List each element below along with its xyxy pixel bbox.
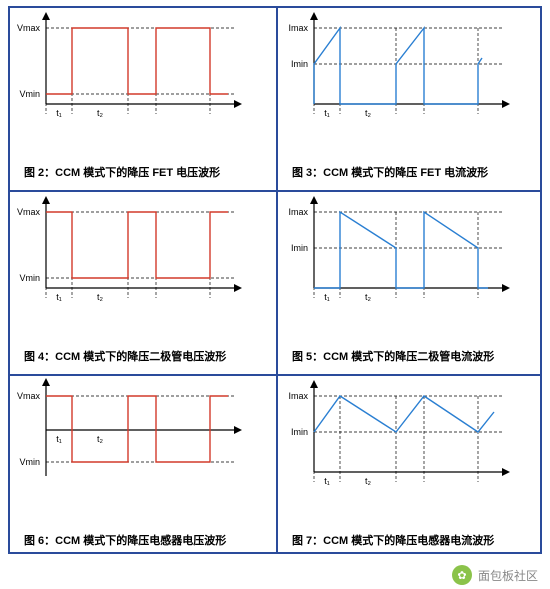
- y-label: Vmax: [17, 391, 41, 401]
- fig3-cell: Imax Imin t₁ t₂ 图 3：CCM 模式下的降压 FET 电流波形: [278, 8, 542, 188]
- fig3-caption: 图 3：CCM 模式下的降压 FET 电流波形: [292, 164, 488, 180]
- y-label: Vmin: [19, 457, 40, 467]
- y-label: Imin: [291, 243, 308, 253]
- fig2-svg: Vmax Vmin t₁ t₂: [10, 8, 274, 158]
- fig4-caption: 图 4：CCM 模式下的降压二极管电压波形: [24, 348, 226, 364]
- fig7-cell: Imax Imin t₁ t₂ 图 7：CCM 模式下的降压电感器电流波形: [278, 376, 542, 556]
- fig4-svg: Vmax Vmin t₁ t₂: [10, 192, 274, 342]
- fig5-caption: 图 5：CCM 模式下的降压二极管电流波形: [292, 348, 494, 364]
- x-label: t₂: [365, 476, 372, 486]
- x-label: t₂: [365, 108, 372, 118]
- y-label: Imin: [291, 427, 308, 437]
- y-label: Imax: [288, 207, 308, 217]
- fig3-svg: Imax Imin t₁ t₂: [278, 8, 542, 158]
- x-label: t₂: [365, 292, 372, 302]
- y-label: Vmax: [17, 23, 41, 33]
- x-label: t₁: [56, 108, 62, 118]
- x-label: t₁: [56, 292, 62, 302]
- fig7-svg: Imax Imin t₁ t₂: [278, 376, 542, 526]
- fig7-caption: 图 7：CCM 模式下的降压电感器电流波形: [292, 532, 494, 548]
- fig2-cell: Vmax Vmin t₁ t₂ 图 2：CCM 模式下的降压 FET 电压波形: [10, 8, 274, 188]
- fig6-caption: 图 6：CCM 模式下的降压电感器电压波形: [24, 532, 226, 548]
- y-label: Imin: [291, 59, 308, 69]
- page: VmaxVmint₁t₂图 2：CCM 模式下的降压 FET 电压波形ImaxI…: [0, 0, 550, 589]
- fig2-caption: 图 2：CCM 模式下的降压 FET 电压波形: [24, 164, 220, 180]
- x-label: t₂: [97, 108, 104, 118]
- x-label: t₂: [97, 434, 104, 444]
- y-label: Vmax: [17, 207, 41, 217]
- x-label: t₁: [56, 434, 62, 444]
- y-label: Imax: [288, 391, 308, 401]
- y-label: Imax: [288, 23, 308, 33]
- y-label: Vmin: [19, 273, 40, 283]
- footer-text: 面包板社区: [478, 567, 538, 584]
- x-label: t₂: [97, 292, 104, 302]
- x-label: t₁: [324, 292, 330, 302]
- x-label: t₁: [324, 108, 330, 118]
- fig6-svg: Vmax Vmin t₁ t₂: [10, 376, 274, 526]
- fig5-svg: Imax Imin t₁ t₂: [278, 192, 542, 342]
- x-label: t₁: [324, 476, 330, 486]
- footer: ✿ 面包板社区: [452, 565, 538, 585]
- fig5-cell: Imax Imin t₁ t₂ 图 5：CCM 模式下的降压二极管电流波形: [278, 192, 542, 372]
- fig4-cell: Vmax Vmin t₁ t₂ 图 4：CCM 模式下的降压二极管电压波形: [10, 192, 274, 372]
- y-label: Vmin: [19, 89, 40, 99]
- wechat-icon: ✿: [452, 565, 472, 585]
- fig6-cell: Vmax Vmin t₁ t₂ 图 6：CCM 模式下的降压电感器电压波形: [10, 376, 274, 556]
